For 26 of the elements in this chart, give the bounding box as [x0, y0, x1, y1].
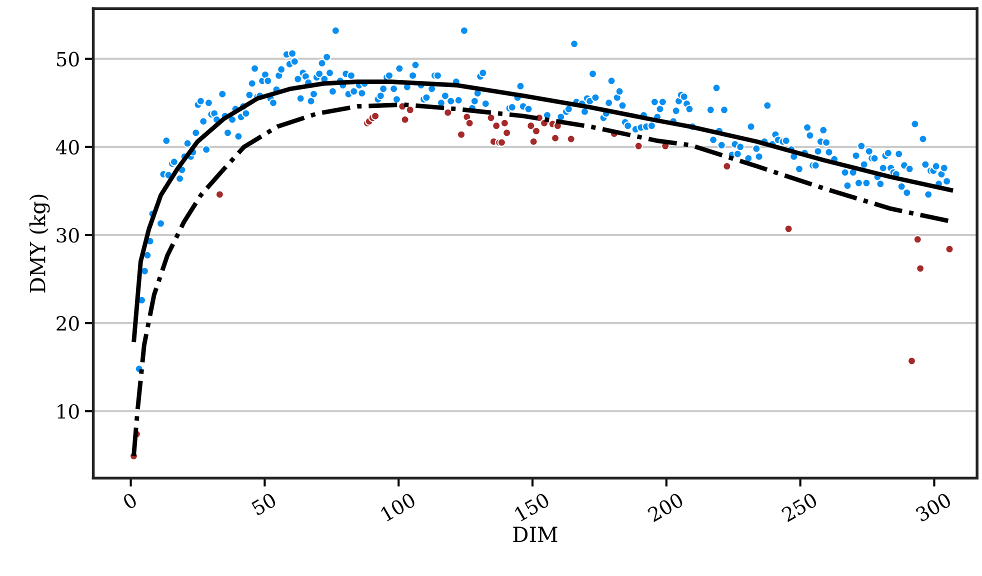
- y-tick-label: 40: [56, 140, 79, 155]
- line-series: [132, 102, 951, 458]
- point: [370, 112, 380, 120]
- x-tick-label: 0: [122, 492, 138, 510]
- point: [945, 244, 954, 254]
- y-tick-label: 50: [57, 52, 79, 67]
- line-series: [132, 80, 954, 342]
- x-tick-label: 150: [514, 492, 550, 522]
- x-tick-label: 250: [780, 492, 818, 522]
- point: [400, 115, 410, 124]
- x-tick-label: 200: [646, 492, 684, 522]
- point: [566, 134, 576, 144]
- y-tick-label: 30: [56, 228, 79, 243]
- point: [465, 118, 474, 128]
- x-tick-label: 100: [380, 492, 416, 522]
- y-axis-title: DMY (kg): [29, 194, 50, 293]
- point: [634, 142, 643, 150]
- point: [913, 235, 922, 244]
- y-tick-label: 10: [58, 404, 79, 419]
- point: [529, 137, 538, 146]
- y-tick-label: 20: [56, 316, 79, 331]
- point: [406, 106, 414, 114]
- x-tick-label: 50: [250, 492, 278, 516]
- x-tick-label: 300: [914, 492, 952, 522]
- x-axis-title: DIM: [513, 526, 558, 542]
- point: [444, 108, 452, 117]
